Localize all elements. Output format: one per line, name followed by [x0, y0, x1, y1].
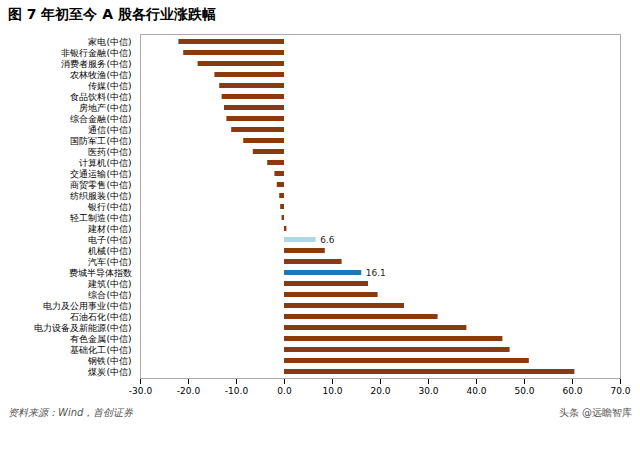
svg-text:银行(中信): 银行(中信): [87, 202, 131, 212]
svg-text:电力设备及新能源(中信): 电力设备及新能源(中信): [34, 323, 131, 333]
svg-text:钢铁(中信): 钢铁(中信): [87, 356, 131, 366]
svg-text:综合金融(中信): 综合金融(中信): [70, 114, 131, 124]
svg-text:家电(中信): 家电(中信): [88, 37, 131, 47]
svg-text:机械(中信): 机械(中信): [88, 246, 131, 256]
svg-text:-30.0: -30.0: [129, 386, 153, 396]
svg-text:-10.0: -10.0: [225, 386, 249, 396]
svg-text:基础化工(中信): 基础化工(中信): [70, 345, 131, 355]
svg-text:非银行金融(中信): 非银行金融(中信): [61, 48, 131, 58]
svg-text:70.0: 70.0: [610, 386, 630, 396]
svg-text:商贸零售(中信): 商贸零售(中信): [70, 180, 131, 190]
svg-text:16.1: 16.1: [366, 268, 386, 278]
svg-text:交通运输(中信): 交通运输(中信): [70, 169, 131, 179]
svg-text:建筑(中信): 建筑(中信): [87, 279, 131, 289]
svg-text:电子(中信): 电子(中信): [88, 235, 131, 245]
svg-text:30.0: 30.0: [418, 386, 438, 396]
svg-text:汽车(中信): 汽车(中信): [88, 257, 131, 267]
svg-text:10.0: 10.0: [322, 386, 342, 396]
svg-text:计算机(中信): 计算机(中信): [79, 158, 131, 168]
svg-text:40.0: 40.0: [466, 386, 486, 396]
html-text:图 7 年初至今 A 股各行业涨跌幅: 图 7 年初至今 A 股各行业涨跌幅: [8, 6, 217, 22]
svg-text:石油石化(中信): 石油石化(中信): [70, 312, 131, 322]
svg-text:50.0: 50.0: [514, 386, 534, 396]
svg-text:费城半导体指数: 费城半导体指数: [69, 268, 132, 278]
svg-text:建材(中信): 建材(中信): [87, 224, 131, 234]
svg-text:消费者服务(中信): 消费者服务(中信): [61, 59, 131, 69]
svg-text:60.0: 60.0: [562, 386, 582, 396]
svg-text:传媒(中信): 传媒(中信): [88, 81, 131, 91]
svg-text:有色金属(中信): 有色金属(中信): [70, 334, 131, 344]
svg-text:-20.0: -20.0: [177, 386, 201, 396]
svg-text:煤炭(中信): 煤炭(中信): [88, 367, 131, 377]
svg-text:食品饮料(中信): 食品饮料(中信): [70, 92, 131, 102]
svg-text:20.0: 20.0: [370, 386, 390, 396]
svg-text:纺织服装(中信): 纺织服装(中信): [70, 191, 131, 201]
svg-text:国防军工(中信): 国防军工(中信): [70, 136, 131, 146]
html-text:头条 @远瞻智库: 头条 @远瞻智库: [558, 407, 632, 418]
svg-text:电力及公用事业(中信): 电力及公用事业(中信): [43, 301, 131, 311]
svg-text:6.6: 6.6: [320, 235, 335, 245]
svg-text:0.0: 0.0: [277, 386, 292, 396]
svg-text:农林牧渔(中信): 农林牧渔(中信): [70, 70, 131, 80]
svg-text:通信(中信): 通信(中信): [88, 125, 131, 135]
svg-text:医药(中信): 医药(中信): [88, 147, 131, 157]
svg-text:房地产(中信): 房地产(中信): [79, 103, 131, 113]
svg-text:综合(中信): 综合(中信): [88, 290, 131, 300]
html-text:资料来源：Wind，首创证券: 资料来源：Wind，首创证券: [8, 407, 134, 418]
svg-text:轻工制造(中信): 轻工制造(中信): [70, 213, 131, 223]
